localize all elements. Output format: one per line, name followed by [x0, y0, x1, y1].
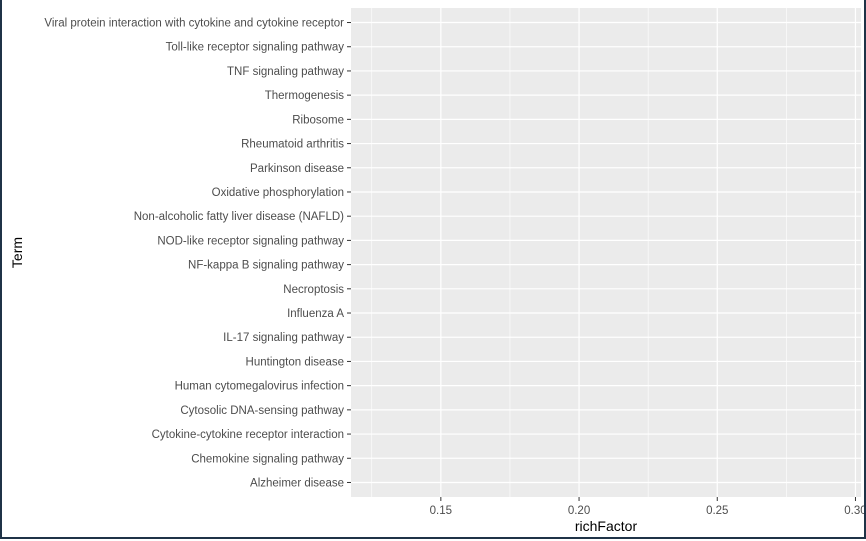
y-tick-label: Toll-like receptor signaling pathway: [166, 42, 345, 54]
y-tick-label: Human cytomegalovirus infection: [175, 381, 344, 393]
y-axis-title: Term: [9, 237, 25, 268]
x-tick-label: 0.20: [568, 505, 590, 517]
y-tick-label: NOD-like receptor signaling pathway: [157, 235, 344, 247]
y-tick-label: Viral protein interaction with cytokine …: [44, 18, 344, 30]
major-gridlines: [351, 8, 861, 497]
y-tick-label: NF-kappa B signaling pathway: [188, 260, 344, 272]
y-tick-label: Huntington disease: [246, 356, 344, 368]
y-tick-label: Chemokine signaling pathway: [191, 453, 344, 465]
x-axis-title: richFactor: [575, 518, 638, 534]
x-tick-label: 0.30: [844, 505, 864, 517]
y-tick-label: Necroptosis: [283, 284, 344, 296]
y-tick-label: Ribosome: [292, 114, 344, 126]
y-tick-label: Cytokine-cytokine receptor interaction: [152, 429, 344, 441]
y-tick-label: Thermogenesis: [265, 90, 345, 102]
x-tick-label: 0.15: [430, 505, 452, 517]
plot-panel: [351, 8, 861, 497]
y-tick-label: IL-17 signaling pathway: [223, 332, 344, 344]
minor-gridlines: [371, 8, 787, 497]
x-tick-label: 0.25: [706, 505, 728, 517]
y-tick-label: Parkinson disease: [250, 163, 344, 175]
y-tick-label: Non-alcoholic fatty liver disease (NAFLD…: [134, 211, 344, 223]
y-tick-label: TNF signaling pathway: [227, 66, 344, 78]
y-tick-label: Cytosolic DNA-sensing pathway: [180, 405, 344, 417]
y-tick-label: Oxidative phosphorylation: [212, 187, 344, 199]
y-tick-label: Alzheimer disease: [250, 477, 344, 489]
y-tick-label: Influenza A: [287, 308, 344, 320]
y-tick-label: Rheumatoid arthritis: [241, 139, 344, 151]
y-axis: Viral protein interaction with cytokine …: [44, 18, 351, 489]
x-axis: 0.15 0.20 0.25 0.30: [430, 497, 864, 517]
